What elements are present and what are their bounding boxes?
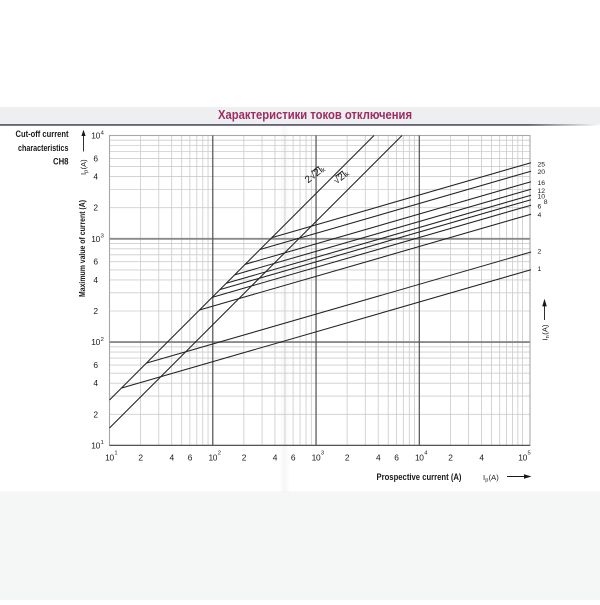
svg-text:2: 2 bbox=[242, 452, 247, 462]
svg-text:1: 1 bbox=[101, 440, 104, 446]
svg-text:Характеристики токов отключени: Характеристики токов отключения bbox=[218, 107, 412, 122]
svg-text:2: 2 bbox=[345, 452, 350, 462]
svg-text:3: 3 bbox=[101, 234, 104, 240]
svg-text:p: p bbox=[485, 478, 488, 484]
svg-text:Prospective current (A): Prospective current (A) bbox=[377, 472, 462, 482]
svg-text:I: I bbox=[79, 173, 88, 175]
svg-text:12: 12 bbox=[538, 188, 546, 195]
svg-text:Cut-off current: Cut-off current bbox=[16, 129, 69, 139]
svg-text:6: 6 bbox=[93, 257, 98, 267]
svg-text:CH8: CH8 bbox=[53, 157, 69, 167]
svg-text:I: I bbox=[541, 338, 550, 340]
svg-text:4: 4 bbox=[376, 452, 381, 462]
svg-text:2: 2 bbox=[538, 249, 542, 256]
svg-text:1: 1 bbox=[538, 266, 542, 273]
svg-text:2: 2 bbox=[93, 203, 98, 213]
svg-text:4: 4 bbox=[93, 172, 98, 182]
svg-text:2: 2 bbox=[303, 174, 315, 186]
svg-text:(A): (A) bbox=[489, 473, 500, 482]
svg-text:4: 4 bbox=[538, 212, 542, 219]
svg-text:4: 4 bbox=[93, 378, 98, 388]
svg-text:4: 4 bbox=[170, 452, 175, 462]
svg-text:2: 2 bbox=[138, 452, 143, 462]
svg-text:4: 4 bbox=[93, 275, 98, 285]
svg-text:I: I bbox=[483, 473, 485, 482]
svg-text:2: 2 bbox=[93, 306, 98, 316]
svg-text:10: 10 bbox=[91, 337, 100, 347]
svg-text:6: 6 bbox=[291, 452, 296, 462]
svg-text:10: 10 bbox=[91, 131, 100, 141]
svg-text:6: 6 bbox=[538, 204, 542, 211]
svg-text:5: 5 bbox=[528, 450, 531, 456]
svg-text:10: 10 bbox=[312, 452, 321, 462]
svg-text:2: 2 bbox=[448, 452, 453, 462]
svg-text:1: 1 bbox=[114, 450, 117, 456]
svg-text:k: k bbox=[320, 166, 327, 174]
svg-text:n: n bbox=[545, 335, 551, 338]
svg-text:10: 10 bbox=[518, 452, 527, 462]
svg-text:4: 4 bbox=[273, 452, 278, 462]
svg-text:p: p bbox=[84, 170, 90, 173]
svg-text:6: 6 bbox=[188, 452, 193, 462]
svg-text:10: 10 bbox=[208, 452, 217, 462]
svg-text:(A): (A) bbox=[541, 324, 550, 335]
svg-text:(A): (A) bbox=[79, 159, 88, 170]
svg-text:8: 8 bbox=[544, 199, 548, 206]
svg-text:10: 10 bbox=[91, 440, 100, 450]
svg-text:2: 2 bbox=[93, 409, 98, 419]
svg-text:6: 6 bbox=[93, 153, 98, 163]
svg-text:2: 2 bbox=[218, 450, 221, 456]
svg-text:10: 10 bbox=[91, 234, 100, 244]
svg-text:6: 6 bbox=[93, 360, 98, 370]
svg-text:2: 2 bbox=[101, 337, 104, 343]
svg-text:characteristics: characteristics bbox=[18, 143, 69, 153]
svg-text:10: 10 bbox=[415, 452, 424, 462]
svg-text:4: 4 bbox=[101, 130, 105, 136]
svg-text:20: 20 bbox=[538, 169, 546, 176]
svg-text:Maximum value of current (A): Maximum value of current (A) bbox=[77, 200, 87, 297]
svg-text:6: 6 bbox=[394, 452, 399, 462]
svg-text:4: 4 bbox=[479, 452, 484, 462]
svg-text:4: 4 bbox=[424, 450, 428, 456]
svg-text:10: 10 bbox=[538, 194, 546, 201]
svg-text:25: 25 bbox=[538, 161, 546, 168]
svg-text:16: 16 bbox=[538, 180, 546, 187]
svg-text:k: k bbox=[344, 170, 351, 178]
svg-text:10: 10 bbox=[105, 452, 114, 462]
svg-text:3: 3 bbox=[321, 450, 324, 456]
